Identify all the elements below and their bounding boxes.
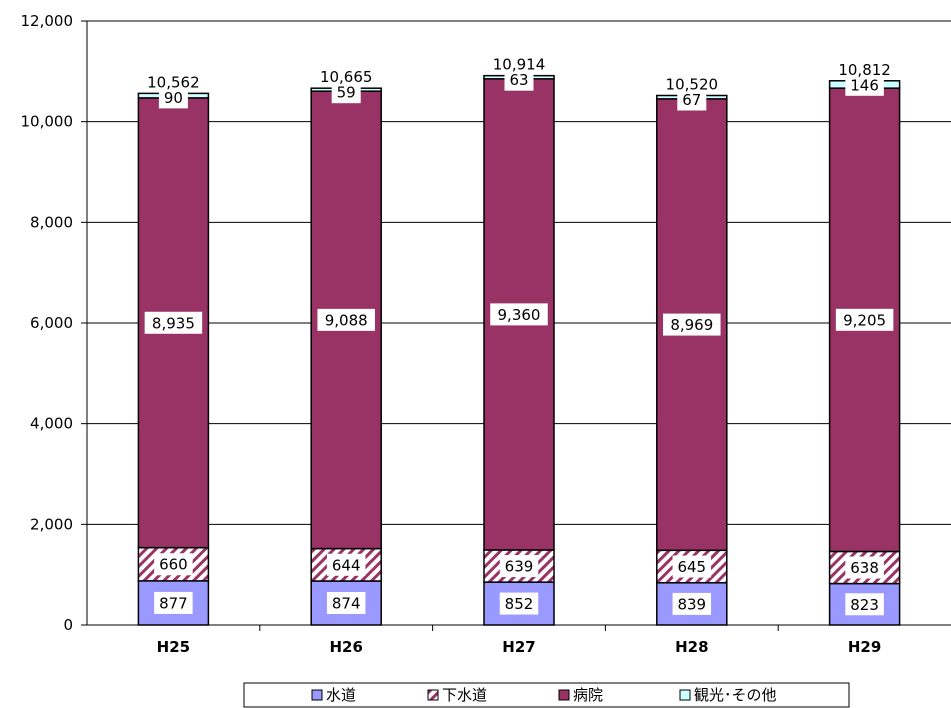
bar-total-label: 10,562 <box>147 73 200 91</box>
data-label: 9,205 <box>843 311 886 329</box>
data-label: 644 <box>332 556 361 574</box>
data-label: 67 <box>682 91 701 109</box>
data-label: 90 <box>164 89 183 107</box>
legend-box <box>243 682 850 708</box>
y-tick-label: 4,000 <box>30 415 73 433</box>
y-tick-label: 8,000 <box>30 213 73 231</box>
data-label: 8,935 <box>152 314 195 332</box>
legend-swatch <box>558 689 570 701</box>
data-label-box <box>845 73 884 96</box>
data-label-box <box>835 308 894 331</box>
data-label-box <box>672 555 712 578</box>
x-category-label: H27 <box>502 638 535 656</box>
x-category-label: H28 <box>675 638 708 656</box>
data-label: 63 <box>509 71 528 89</box>
y-tick-label: 2,000 <box>30 515 73 533</box>
data-label: 839 <box>677 595 706 613</box>
data-label: 645 <box>677 558 706 576</box>
legend-swatch <box>427 689 439 701</box>
legend-swatch <box>679 689 691 701</box>
data-label-box <box>663 313 721 336</box>
legend-label: 水道 <box>326 686 356 704</box>
data-label-box <box>672 592 712 615</box>
legend-label: 病院 <box>573 686 603 704</box>
axes: 0 2,000 4,000 6,000 8,000 10,000 12,000 H25 H26 H… <box>21 12 951 656</box>
data-label: 59 <box>337 84 356 102</box>
data-label-box <box>499 555 539 578</box>
y-tick-label: 6,000 <box>30 314 73 332</box>
bars <box>137 74 901 626</box>
y-tick-label: 0 <box>63 616 73 634</box>
x-category-label: H29 <box>848 638 881 656</box>
data-label: 146 <box>850 76 879 94</box>
data-label: 660 <box>159 556 188 574</box>
y-tick-label: 10,000 <box>21 113 74 131</box>
x-category-label: H25 <box>157 638 190 656</box>
legend-label: 下水道 <box>442 686 487 704</box>
data-label: 8,969 <box>670 316 713 334</box>
x-category-label: H26 <box>329 638 362 656</box>
bar-total-label: 10,914 <box>493 56 546 74</box>
data-label-box <box>490 303 548 326</box>
data-label: 852 <box>505 595 534 613</box>
data-label-box <box>144 311 203 334</box>
bar-total-label: 10,520 <box>666 75 719 93</box>
y-tick-label: 12,000 <box>21 12 74 30</box>
data-label: 9,088 <box>325 311 368 329</box>
legend-label: 観光･その他 <box>694 686 777 704</box>
data-label-box <box>499 592 539 615</box>
data-label-box <box>154 553 193 576</box>
data-label: 9,360 <box>498 306 541 324</box>
data-label-box <box>326 592 366 615</box>
data-label-box <box>154 591 193 614</box>
data-label-box <box>504 68 534 91</box>
legend-swatch <box>311 689 323 701</box>
data-label-box <box>677 88 707 111</box>
data-label: 877 <box>159 594 188 612</box>
data-label-box <box>317 308 375 331</box>
data-label-box <box>158 86 188 109</box>
data-label-box <box>845 593 884 616</box>
data-label: 823 <box>850 596 879 614</box>
data-label-box <box>326 553 366 576</box>
data-label: 638 <box>850 559 879 577</box>
data-label-box <box>331 81 361 104</box>
bar-total-label: 10,665 <box>320 68 373 86</box>
legend: 水道 下水道 病院 観光･その他 <box>243 682 850 708</box>
data-label-box <box>845 556 884 579</box>
bar-total-label: 10,812 <box>838 61 891 79</box>
data-label: 874 <box>332 595 361 613</box>
data-label: 639 <box>505 558 534 576</box>
